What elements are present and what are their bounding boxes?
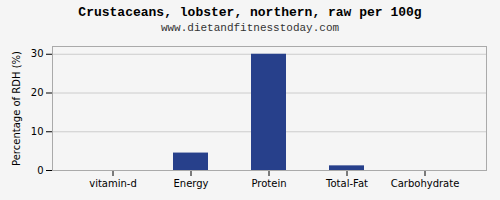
svg-text:30: 30 [31,48,44,59]
svg-text:20: 20 [31,87,44,98]
svg-text:10: 10 [31,126,44,137]
svg-text:Protein: Protein [251,178,286,189]
svg-text:Percentage of RDH (%): Percentage of RDH (%) [11,51,22,166]
html-text:Crustaceans, lobster, northern: Crustaceans, lobster, northern, raw per … [78,5,422,20]
svg-text:0: 0 [37,165,43,176]
html-text:www.dietandfitnesstoday.com: www.dietandfitnesstoday.com [160,22,340,34]
svg-text:Energy: Energy [173,178,208,189]
svg-text:Total-Fat: Total-Fat [325,178,368,189]
svg-text:Carbohydrate: Carbohydrate [391,178,460,189]
svg-text:vitamin-d: vitamin-d [89,178,137,189]
